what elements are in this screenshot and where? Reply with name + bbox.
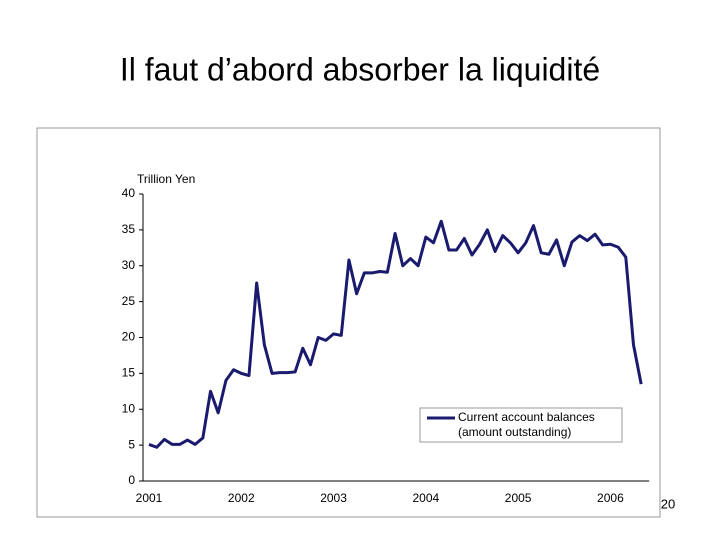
page-number: 20 [661, 496, 675, 511]
y-tick-label: 15 [122, 366, 136, 380]
x-tick-label: 2004 [412, 491, 439, 505]
y-tick-label: 5 [128, 437, 135, 451]
x-tick-label: 2005 [505, 491, 532, 505]
x-tick-label: 2002 [228, 491, 255, 505]
y-tick-label: 25 [122, 294, 136, 308]
y-axis-label: Trillion Yen [137, 172, 195, 186]
chart-frame [36, 127, 661, 518]
y-tick-label: 20 [122, 330, 136, 344]
legend-note: (amount outstanding) [458, 425, 571, 439]
y-tick-label: 10 [122, 401, 136, 415]
y-tick-label: 40 [122, 186, 136, 200]
x-tick-label: 2001 [136, 491, 163, 505]
legend-box [419, 407, 623, 443]
slide-title: Il faut d’abord absorber la liquidité [120, 51, 600, 87]
data-line [148, 219, 643, 449]
x-tick-label: 2003 [320, 491, 347, 505]
x-tick-label: 2006 [597, 491, 624, 505]
y-tick-label: 0 [128, 473, 135, 487]
legend-label: Current account balances [458, 410, 595, 424]
y-tick-label: 30 [122, 258, 136, 272]
y-tick-label: 35 [122, 222, 136, 236]
